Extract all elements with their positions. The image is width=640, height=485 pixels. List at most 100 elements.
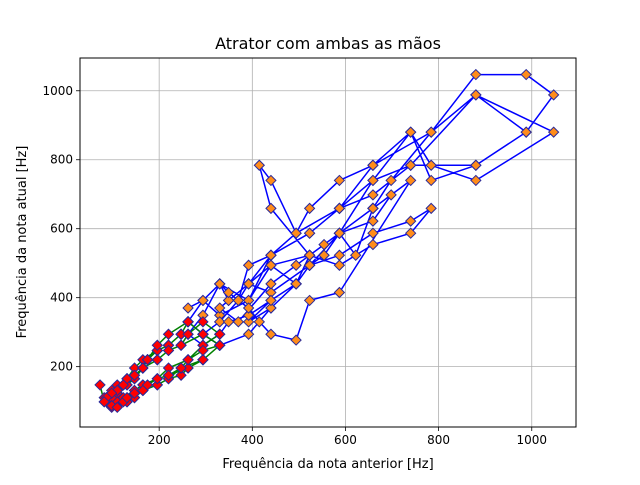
series-2-point xyxy=(214,339,226,351)
series-2-point xyxy=(197,316,209,328)
series-1-point xyxy=(404,126,417,138)
series-2-point xyxy=(111,401,123,414)
series-1-point xyxy=(333,202,346,215)
series-2-point xyxy=(151,373,164,385)
x-axis-label: Frequência da nota anterior [Hz] xyxy=(222,457,433,472)
series-2-point xyxy=(182,354,194,366)
series-1-point xyxy=(367,202,379,215)
series-1-point xyxy=(404,215,417,227)
series-1-point xyxy=(520,68,532,81)
series-2-point xyxy=(162,344,175,357)
series-1-point xyxy=(333,286,346,299)
x-tick-label: 600 xyxy=(334,433,357,447)
series-1-point xyxy=(214,302,226,314)
series-2-point xyxy=(151,354,164,366)
series-1-point xyxy=(333,227,346,239)
x-tick-label: 400 xyxy=(241,433,264,447)
series-1-point xyxy=(197,294,209,307)
tick-layer: 200 400 600 800 1000 200 400 600 800 1000 xyxy=(42,84,547,447)
series-1-point xyxy=(242,328,255,340)
series-1-point xyxy=(182,302,194,314)
series-2-point xyxy=(175,369,187,381)
series-2-point xyxy=(98,396,110,408)
series-1-point xyxy=(470,159,482,171)
series-1-point xyxy=(265,294,277,307)
series-1-point xyxy=(425,126,437,138)
series-1-point xyxy=(547,89,560,101)
series-2-point xyxy=(111,384,123,397)
series-1-point xyxy=(214,278,226,290)
series-2-point xyxy=(128,387,141,399)
series-1-point xyxy=(242,309,255,321)
series-1-point xyxy=(404,174,417,187)
series-1-point xyxy=(520,126,532,138)
series-1-point xyxy=(303,227,316,239)
series-1-point xyxy=(265,278,277,290)
series-2-point xyxy=(162,328,175,340)
series-1-point xyxy=(222,286,235,299)
series-1-point xyxy=(367,238,379,251)
series-2-point xyxy=(175,339,187,351)
series-1-point xyxy=(425,174,437,187)
series-1-point xyxy=(214,316,226,328)
series-1-point xyxy=(222,294,235,307)
series-1-point xyxy=(265,302,277,314)
series-1-point xyxy=(367,215,379,227)
series-2-point xyxy=(121,391,133,404)
series-1-point xyxy=(547,126,560,138)
series-1-point xyxy=(253,159,266,171)
series-1-point xyxy=(303,202,316,215)
y-tick-label: 200 xyxy=(50,360,73,374)
series-2-point xyxy=(197,354,209,366)
series-2-point xyxy=(182,316,194,328)
x-tick-label: 800 xyxy=(427,433,450,447)
series-1-point xyxy=(242,259,255,271)
series-1-point xyxy=(404,159,417,171)
y-tick-label: 400 xyxy=(50,291,73,305)
series-1-point xyxy=(242,302,255,314)
series-1-point xyxy=(303,294,316,307)
series-1-point xyxy=(425,159,437,171)
series-2-point xyxy=(182,328,194,340)
series-1-point xyxy=(303,259,316,271)
series-1-point xyxy=(425,202,437,215)
series-1-point xyxy=(333,259,346,271)
series-1-point xyxy=(385,189,397,201)
series-1-point xyxy=(333,249,346,261)
series-2-point xyxy=(117,379,130,391)
series-2-point xyxy=(151,339,164,351)
series-2-point xyxy=(141,379,154,391)
y-tick-label: 800 xyxy=(50,153,73,167)
series-1-point xyxy=(470,174,482,187)
series-2-point xyxy=(94,379,106,391)
series-2-point xyxy=(137,362,149,374)
series-2-point xyxy=(162,369,175,381)
series-1-point xyxy=(367,159,379,171)
y-tick-label: 1000 xyxy=(42,84,73,98)
series-1-point xyxy=(367,189,379,201)
x-tick-label: 200 xyxy=(148,433,171,447)
series-1-point xyxy=(290,278,302,290)
series-2-point xyxy=(214,328,226,340)
series-layer xyxy=(94,68,560,414)
series-1-point xyxy=(367,174,379,187)
series-2-point xyxy=(141,354,154,366)
series-1-point xyxy=(290,227,302,239)
y-axis-label: Frequência da nota atual [Hz] xyxy=(15,146,30,339)
series-1-point xyxy=(265,202,277,215)
series-1-point xyxy=(232,316,245,328)
y-tick-label: 600 xyxy=(50,222,73,236)
series-1-point xyxy=(242,316,255,328)
series-2-point xyxy=(175,362,187,374)
series-2-point xyxy=(197,328,209,340)
series-2-point xyxy=(197,344,209,357)
series-1-point xyxy=(242,278,255,290)
series-1-point xyxy=(404,227,417,239)
series-1-point xyxy=(222,316,235,328)
series-1-point xyxy=(333,174,346,187)
series-1-point xyxy=(290,334,302,346)
series-1-point xyxy=(253,316,266,328)
series-1-point xyxy=(290,259,302,271)
